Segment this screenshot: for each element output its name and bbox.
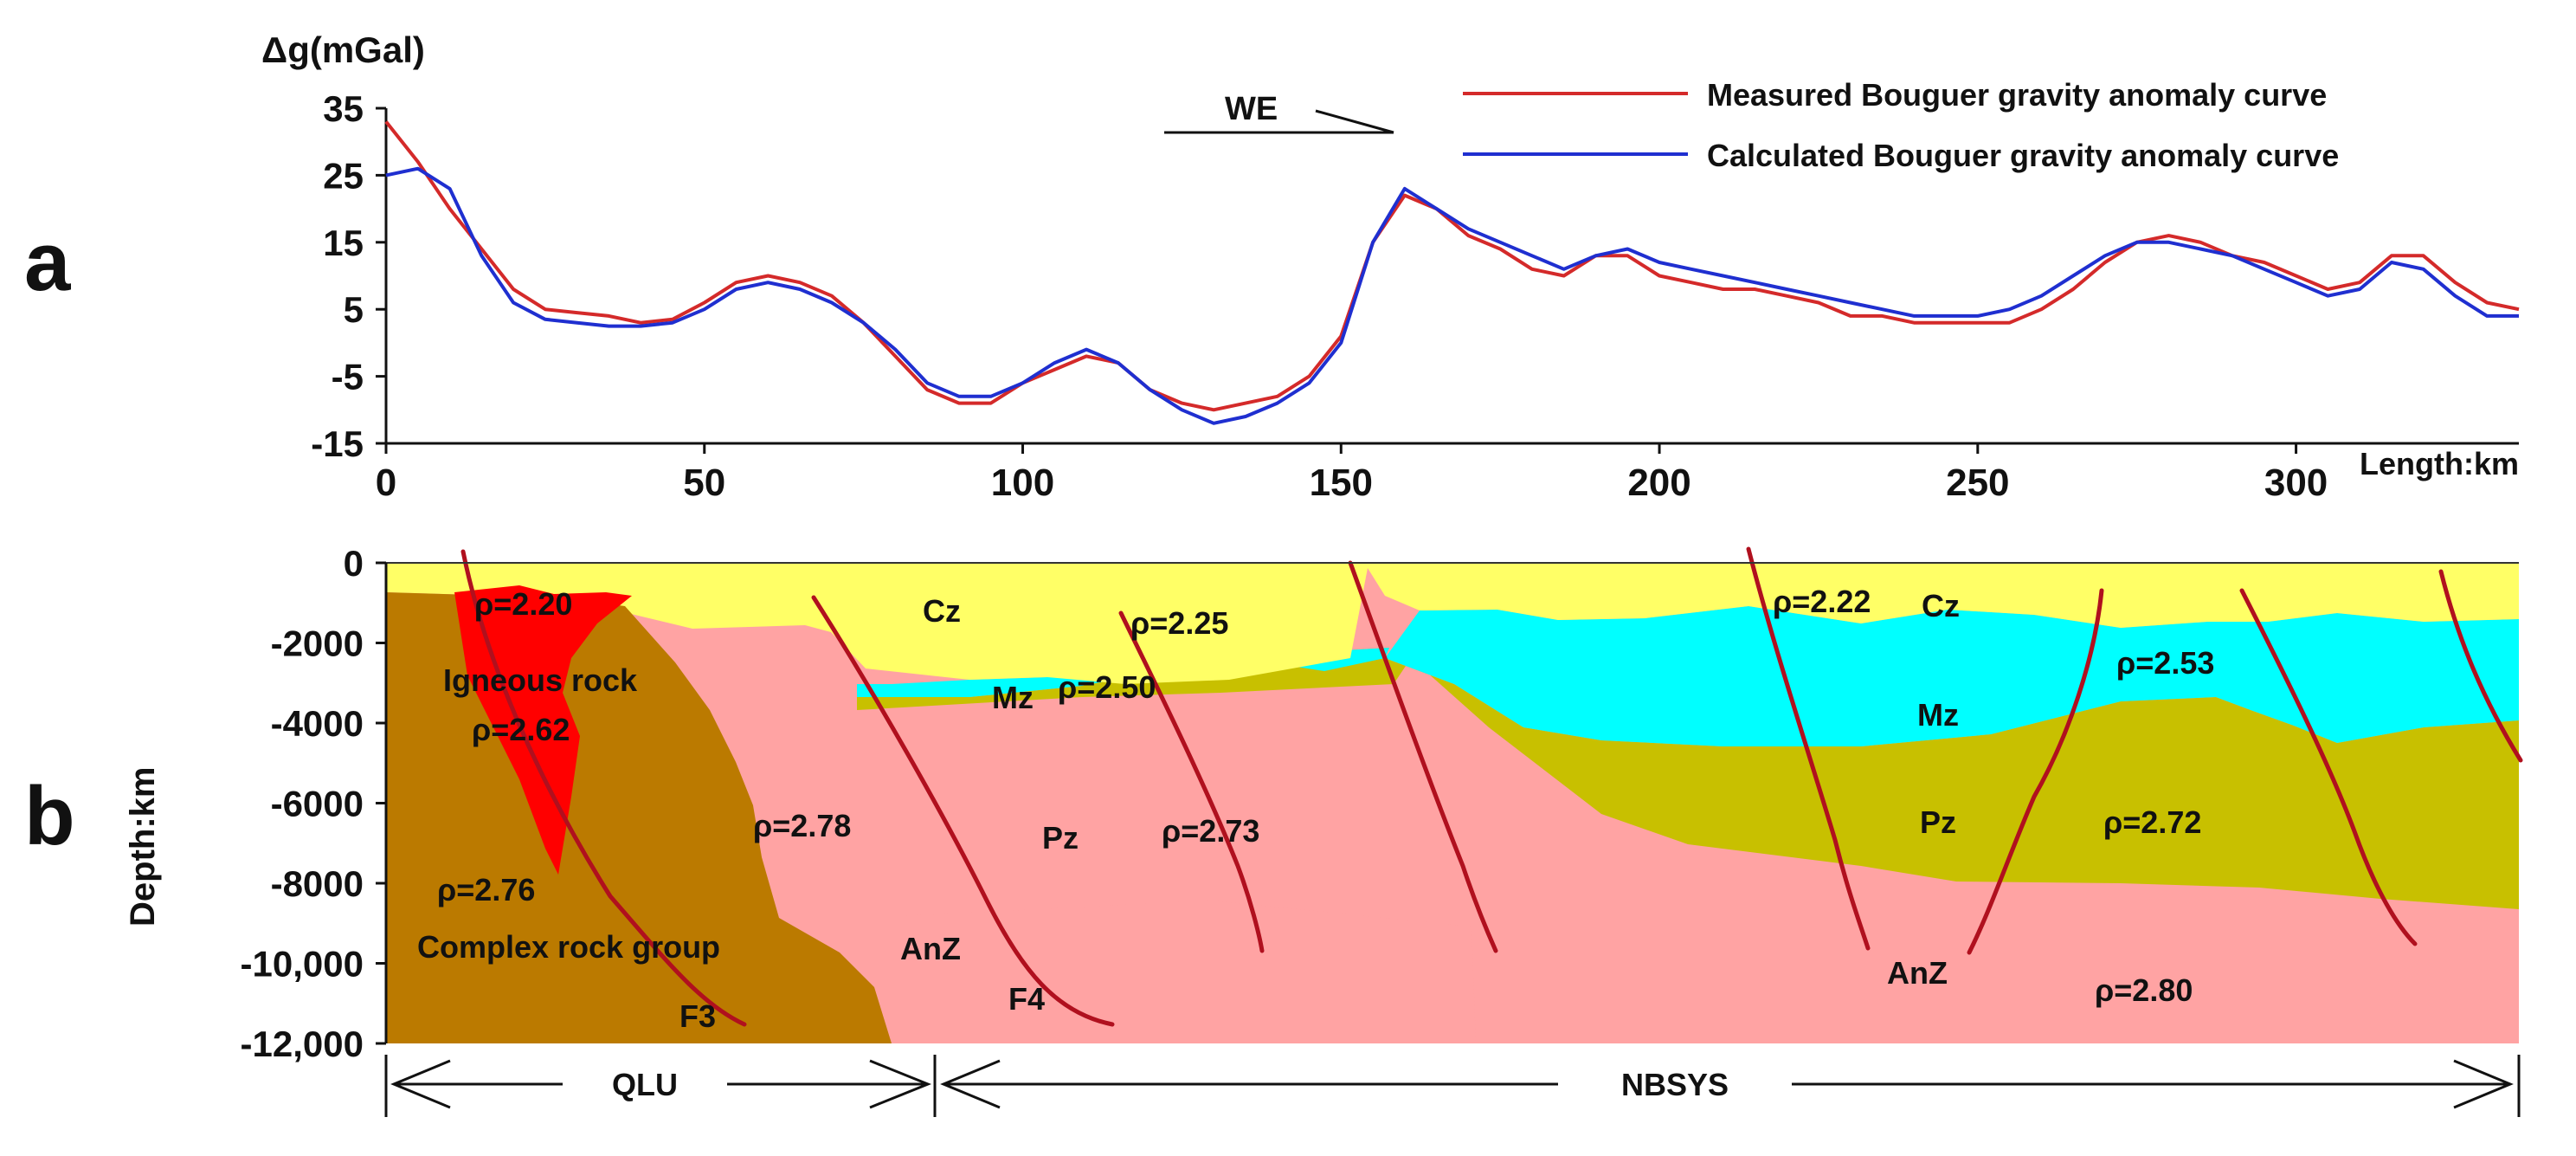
zone-qlu-arrowhead-right	[869, 1059, 932, 1109]
density-cz-mid: ρ=2.25	[1130, 605, 1228, 641]
layer-pz	[857, 648, 2519, 909]
section-labels: ρ=2.20 Cz ρ=2.25 ρ=2.22 Cz Igneous rock …	[417, 584, 2214, 1034]
zone-nbsys-arrowhead-left	[940, 1059, 1001, 1109]
cross-section	[386, 563, 2519, 1043]
fault-8	[2438, 569, 2523, 763]
panel-a-chart: Δg(mGal) 35 25 15 5 -5 -15 0 50 100 150 200 250 300…	[261, 29, 2520, 504]
unit-cz-right: Cz	[1922, 588, 1960, 623]
x-tick-label: 300	[2264, 462, 2328, 504]
zone-nbsys-arrowhead-right	[2453, 1059, 2514, 1109]
direction-label: WE	[1225, 91, 1278, 127]
zone-qlu-arrowhead-left	[390, 1059, 451, 1109]
legend-label-measured: Measured Bouguer gravity anomaly curve	[1707, 77, 2327, 113]
legend: Measured Bouguer gravity anomaly curve C…	[1463, 77, 2339, 173]
x-ticks-length: 0 50 100 150 200 250 300	[376, 443, 2328, 504]
unit-mz-left: Mz	[992, 680, 1034, 715]
x-tick-label: 0	[376, 462, 396, 504]
y-tick-label: -15	[311, 423, 364, 464]
x-axis-title-length: Length:km	[2360, 446, 2519, 481]
legend-label-calculated: Calculated Bouguer gravity anomaly curve	[1707, 138, 2339, 173]
depth-tick-label: -12,000	[241, 1024, 364, 1064]
zone-arrows	[384, 1055, 2521, 1117]
x-tick-label: 50	[683, 462, 725, 504]
fault-f4	[811, 595, 1115, 1027]
y-axis-title-gravity: Δg(mGal)	[261, 29, 425, 70]
fault-5	[1746, 546, 1871, 951]
y-tick-label: 15	[323, 223, 364, 263]
depth-tick-label: 0	[344, 543, 364, 584]
fault-label-f3: F3	[679, 998, 716, 1034]
depth-tick-label: -2000	[271, 623, 364, 664]
x-tick-label: 200	[1627, 462, 1690, 504]
zone-label-nbsys: NBSYS	[1621, 1067, 1729, 1102]
layer-mz	[857, 606, 2519, 746]
y-ticks-gravity: 35 25 15 5 -5 -15	[311, 88, 386, 464]
y-axis-title-depth: Depth:km	[124, 767, 162, 927]
fault-4	[1348, 560, 1498, 953]
unit-anz-left: AnZ	[900, 931, 961, 966]
y-tick-label: 35	[323, 88, 364, 129]
density-complex: ρ=2.76	[437, 872, 535, 907]
unit-pz-left: Pz	[1042, 820, 1079, 856]
layer-igneous-rock	[454, 585, 632, 875]
faults	[460, 546, 2523, 1027]
fault-7	[2239, 588, 2418, 946]
density-mz-left: ρ=2.50	[1058, 669, 1156, 705]
unit-cz-left: Cz	[923, 593, 961, 629]
unit-pz-right: Pz	[1920, 804, 1956, 840]
series-measured-line	[384, 120, 2520, 412]
y-tick-label: 25	[323, 155, 364, 196]
density-anz-left: ρ=2.78	[753, 808, 851, 843]
fault-f3	[460, 549, 747, 1027]
unit-complex: Complex rock group	[417, 929, 720, 965]
depth-tick-label: -10,000	[241, 944, 364, 985]
unit-anz-right: AnZ	[1887, 955, 1948, 991]
series-calculated-line	[385, 166, 2519, 425]
x-tick-label: 150	[1310, 462, 1373, 504]
layer-cz	[386, 563, 2519, 684]
fault-6	[1967, 588, 2104, 955]
zone-label-qlu: QLU	[612, 1067, 678, 1102]
x-tick-label: 100	[991, 462, 1054, 504]
density-pz-right: ρ=2.72	[2103, 804, 2201, 840]
unit-mz-right: Mz	[1917, 697, 1959, 733]
y-ticks-depth: 0 -2000 -4000 -6000 -8000 -10,000 -12,000	[241, 543, 386, 1064]
density-pz-left: ρ=2.73	[1162, 813, 1259, 849]
layer-pz-lower-bound	[900, 901, 1476, 1043]
direction-arrowhead	[1315, 109, 1394, 134]
fault-label-f4: F4	[1008, 981, 1045, 1017]
panel-b-label: b	[24, 770, 75, 862]
y-tick-label: 5	[344, 289, 364, 330]
density-mz-right: ρ=2.53	[2116, 645, 2214, 681]
depth-tick-label: -6000	[271, 784, 364, 824]
depth-tick-label: -8000	[271, 863, 364, 904]
panel-a-label: a	[24, 216, 71, 308]
density-cz-left: ρ=2.20	[474, 586, 572, 622]
density-cz-right: ρ=2.22	[1773, 584, 1871, 619]
direction-arrow: WE	[1164, 91, 1394, 134]
unit-igneous: Igneous rock	[443, 662, 638, 698]
fault-3	[1118, 610, 1265, 953]
density-anz-right: ρ=2.80	[2095, 972, 2193, 1008]
depth-tick-label: -4000	[271, 703, 364, 744]
y-tick-label: -5	[332, 357, 364, 397]
x-tick-label: 250	[1946, 462, 2009, 504]
density-igneous: ρ=2.62	[472, 712, 570, 747]
